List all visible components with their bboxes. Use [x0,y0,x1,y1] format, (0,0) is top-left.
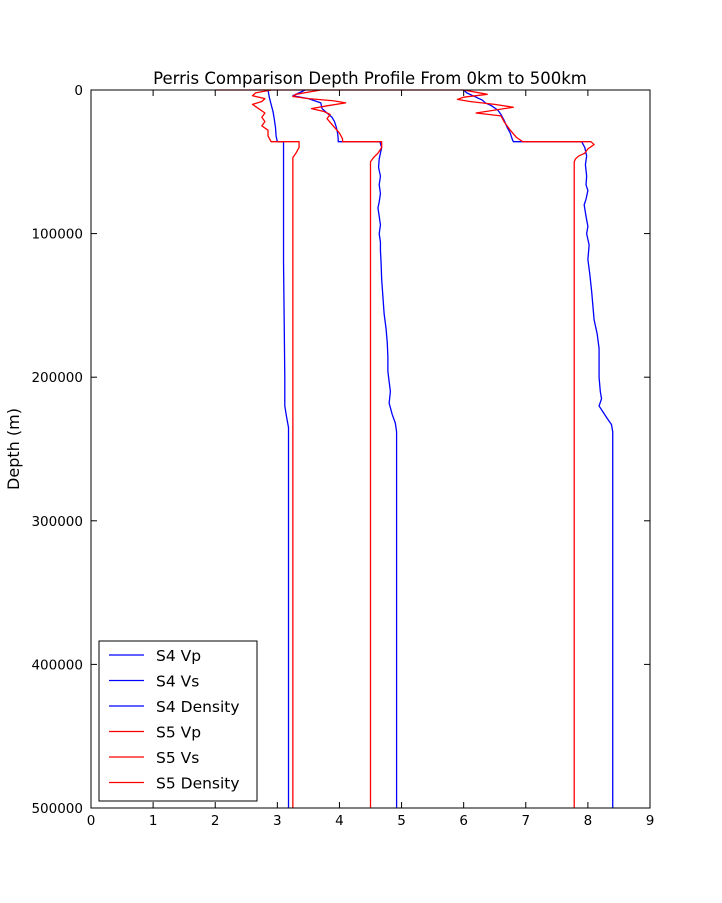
y-tick-label-5: 500000 [31,801,83,817]
legend-label-1: S4 Vs [156,673,199,691]
x-tick-label-7: 7 [521,813,530,829]
legend-label-2: S4 Density [156,698,240,716]
plot-frame [90,89,651,809]
legend: S4 Vp S4 Vs S4 Density S5 Vp S5 Vs S5 Density [98,640,258,802]
legend-box [98,640,258,802]
x-tick-label-5: 5 [397,813,406,829]
x-tick-label-8: 8 [584,813,593,829]
y-tick-label-1: 100000 [31,227,83,243]
series-line-3 [215,89,595,808]
ticks-layer: 0 1 2 3 4 5 6 7 8 9 0 100000 200000 300000 400000 50000… [31,83,654,829]
legend-label-3: S5 Vp [156,724,201,742]
series-line-0 [463,89,614,808]
x-tick-label-1: 1 [149,813,158,829]
y-tick-label-4: 400000 [31,657,83,673]
y-axis-label: Depth (m) [4,408,23,490]
series-line-1 [292,89,398,808]
series-line-5 [251,89,300,808]
legend-label-4: S5 Vs [156,749,199,767]
x-tick-label-2: 2 [211,813,220,829]
x-tick-label-0: 0 [87,813,96,829]
legend-label-0: S4 Vp [156,647,201,665]
x-tick-label-9: 9 [646,813,655,829]
y-tick-label-0: 0 [74,83,83,99]
series-line-2 [267,89,290,808]
x-tick-label-3: 3 [273,813,282,829]
x-tick-label-6: 6 [459,813,468,829]
y-tick-label-2: 200000 [31,370,83,386]
series-line-4 [292,89,383,808]
x-tick-label-4: 4 [335,813,344,829]
series-layer [215,89,614,808]
y-tick-label-3: 300000 [31,514,83,530]
chart-title: Perris Comparison Depth Profile From 0km… [153,69,587,88]
legend-label-5: S5 Density [156,775,240,793]
